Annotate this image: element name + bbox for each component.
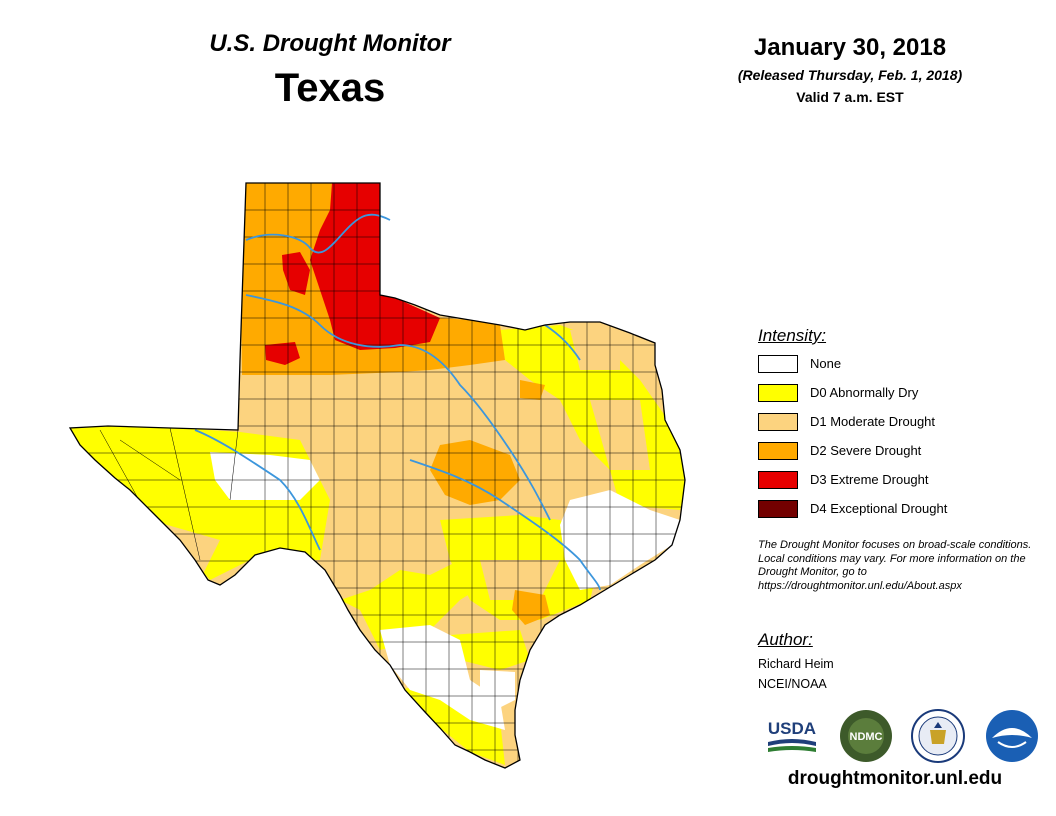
red-brazos-river [245, 294, 551, 521]
county-boundaries [70, 183, 685, 768]
website-url[interactable]: droughtmonitor.unl.edu [787, 768, 1003, 789]
map-date: January 30, 2018 [753, 34, 947, 61]
d1-gulf-patch [480, 560, 560, 600]
legend-heading: Intensity: [758, 326, 827, 345]
d3-panhandle [310, 183, 440, 350]
sabine-river [544, 324, 581, 361]
colorado-river [409, 459, 601, 591]
d2-northeast-spot [520, 380, 545, 400]
product-title: U.S. Drought Monitor [209, 30, 451, 57]
none-southeast [560, 490, 680, 590]
valid-time: Valid 7 a.m. EST [796, 89, 904, 105]
legend-label: D4 Exceptional Drought [810, 501, 948, 516]
d2-coastal [512, 590, 550, 625]
noaa-logo [986, 710, 1038, 762]
legend-swatch [758, 500, 798, 518]
author-name: Richard Heim [758, 657, 834, 671]
legend-swatch [758, 384, 798, 402]
svg-text:USDA: USDA [768, 719, 816, 738]
rivers [194, 213, 601, 591]
svg-text:NDMC: NDMC [850, 731, 883, 743]
canadian-river [245, 213, 391, 254]
d3-south-plains [265, 342, 300, 365]
pecos-river [194, 429, 321, 551]
texas-drought-map [68, 182, 686, 769]
commerce-seal [911, 709, 965, 763]
legend-label: None [810, 356, 842, 371]
ndmc-logo: NDMC [840, 710, 892, 762]
legend-swatch [758, 355, 798, 373]
region-title: Texas [274, 66, 386, 110]
d2-central-texas [430, 440, 520, 505]
legend-label: D2 Severe Drought [810, 443, 922, 458]
drought-areas [70, 183, 685, 768]
none-coastal-south [480, 670, 515, 710]
legend-label: D0 Abnormally Dry [810, 385, 919, 400]
legend-label: D1 Moderate Drought [810, 414, 936, 429]
legend-label: D3 Extreme Drought [810, 472, 929, 487]
release-date: (Released Thursday, Feb. 1, 2018) [737, 67, 963, 83]
author-organization: NCEI/NOAA [758, 677, 827, 691]
d1-east-patch [590, 400, 650, 470]
author-heading: Author: [758, 630, 813, 649]
d0-coastal-bend [450, 630, 530, 670]
usda-logo: USDA [768, 719, 816, 752]
d1-northeast-patch [570, 330, 620, 370]
d3-canyon-area [282, 252, 310, 295]
legend-swatch [758, 471, 798, 489]
legend-swatch [758, 413, 798, 431]
disclaimer-note: The Drought Monitor focuses on broad-sca… [758, 539, 1032, 592]
legend-swatch [758, 442, 798, 460]
none-south-texas [380, 625, 505, 730]
texas-outline [68, 182, 686, 769]
